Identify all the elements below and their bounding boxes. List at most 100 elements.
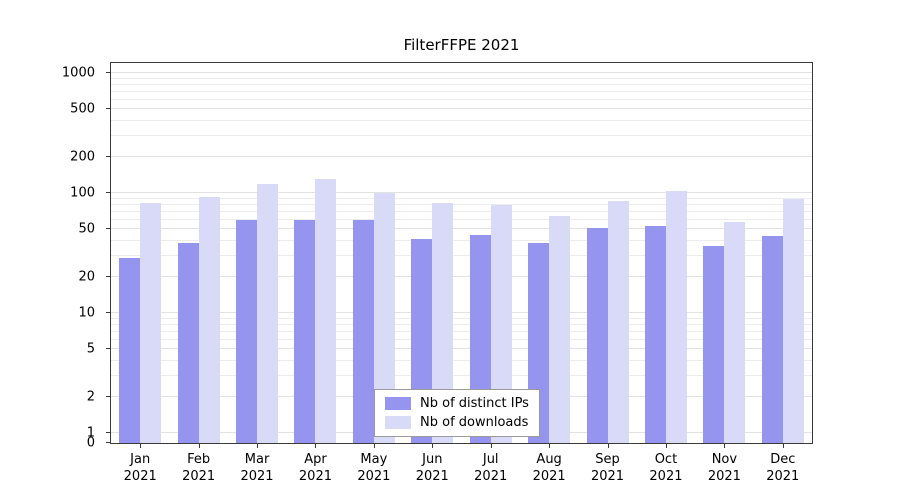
- bar-distinct-ips: [119, 257, 141, 443]
- bar-downloads: [782, 199, 804, 443]
- y-axis-tick-label: 100: [70, 185, 95, 201]
- gridline: [111, 239, 812, 241]
- bar-downloads: [257, 183, 279, 443]
- y-axis-tick-mark: [106, 442, 110, 443]
- x-axis-tick-mark: [607, 444, 609, 448]
- y-axis-tick-mark: [106, 72, 110, 73]
- legend-item-distinct-ips: Nb of distinct IPs: [385, 396, 529, 411]
- legend-swatch-downloads: [385, 416, 411, 429]
- gridline: [111, 218, 812, 220]
- x-axis-tick-mark: [198, 444, 200, 448]
- x-axis-tick-mark: [315, 444, 317, 448]
- gridline: [111, 210, 812, 212]
- bar-downloads: [373, 193, 395, 443]
- bar-downloads: [432, 203, 454, 443]
- x-axis-tick-label: Jan 2021: [123, 452, 157, 484]
- y-axis-tick-mark: [106, 155, 110, 157]
- gridline: [111, 108, 812, 110]
- y-axis-tick-mark: [106, 192, 110, 193]
- x-axis-tick-mark: [257, 444, 259, 448]
- gridline: [111, 323, 812, 325]
- x-axis-tick-label: Mar 2021: [240, 452, 274, 484]
- gridline: [111, 72, 812, 73]
- gridline: [111, 312, 812, 313]
- x-axis-tick-label: May 2021: [357, 452, 391, 484]
- gridline: [111, 275, 812, 277]
- bar-downloads: [315, 178, 337, 443]
- x-axis-tick-mark: [373, 444, 375, 448]
- chart-title: FilterFFPE 2021: [403, 36, 520, 54]
- gridline: [111, 192, 812, 193]
- x-axis-tick-label: Feb 2021: [182, 452, 216, 484]
- gridline: [111, 348, 812, 350]
- bar-distinct-ips: [236, 219, 258, 443]
- y-axis-tick-mark: [106, 348, 110, 350]
- y-axis-tick-label: 20: [78, 269, 95, 285]
- gridline: [111, 317, 812, 319]
- legend-label-distinct-ips: Nb of distinct IPs: [420, 396, 529, 411]
- bar-distinct-ips: [761, 235, 783, 443]
- gridline: [111, 197, 812, 199]
- y-axis-tick-label: 1000: [61, 65, 95, 81]
- bar-downloads: [140, 202, 162, 443]
- y-axis-tick-label: 500: [70, 101, 95, 117]
- legend: Nb of distinct IPs Nb of downloads: [374, 389, 540, 437]
- x-axis-tick-mark: [432, 444, 434, 448]
- x-axis-tick-mark: [140, 444, 142, 448]
- bar-distinct-ips: [294, 219, 316, 443]
- x-axis-tick-label: Apr 2021: [298, 452, 332, 484]
- y-axis-tick-mark: [106, 312, 110, 313]
- y-axis-tick-label: 200: [70, 149, 95, 165]
- y-axis-tick-label: 5: [86, 341, 95, 357]
- y-axis: 0 1 2 5 10 20 50 100 200 500 1000: [0, 63, 110, 450]
- x-axis-tick-mark: [490, 444, 492, 448]
- x-axis-tick-label: Oct 2021: [649, 452, 683, 484]
- gridline: [111, 90, 812, 92]
- bar-downloads: [490, 204, 512, 443]
- y-axis-tick-mark: [106, 432, 110, 433]
- bar-downloads: [607, 200, 629, 443]
- bar-distinct-ips: [177, 243, 199, 443]
- x-axis-tick-label: Sep 2021: [590, 452, 625, 484]
- gridline: [111, 254, 812, 256]
- gridline: [111, 338, 812, 340]
- y-axis-tick-mark: [106, 108, 110, 110]
- y-axis-tick-label: 0: [86, 435, 95, 451]
- plot-area: Nb of distinct IPs Nb of downloads: [110, 62, 813, 444]
- x-axis-tick-mark: [782, 444, 784, 448]
- gridline: [111, 228, 812, 230]
- x-axis: Jan 2021 Feb 2021 Mar 2021 Apr 2021 May 2021 Jun 20…: [111, 444, 812, 494]
- x-axis-tick-label: Nov 2021: [707, 452, 741, 484]
- y-axis-tick-label: 50: [78, 221, 95, 237]
- legend-label-downloads: Nb of downloads: [420, 415, 529, 430]
- gridline: [111, 374, 812, 376]
- bar-downloads: [724, 222, 746, 443]
- bar-downloads: [549, 216, 571, 443]
- bar-distinct-ips: [644, 226, 666, 443]
- gridline: [111, 359, 812, 361]
- legend-item-downloads: Nb of downloads: [385, 415, 529, 430]
- gridline: [111, 77, 812, 79]
- gridline: [111, 98, 812, 100]
- y-axis-tick-label: 10: [78, 305, 95, 321]
- x-axis-tick-label: Jun 2021: [415, 452, 449, 484]
- gridline: [111, 155, 812, 157]
- gridline: [111, 203, 812, 205]
- x-axis-tick-mark: [724, 444, 726, 448]
- bar-distinct-ips: [703, 246, 725, 443]
- gridline: [111, 83, 812, 85]
- x-axis-tick-mark: [549, 444, 551, 448]
- y-axis-tick-mark: [106, 275, 110, 277]
- legend-swatch-distinct-ips: [385, 397, 411, 410]
- bar-distinct-ips: [586, 228, 608, 443]
- gridline: [111, 330, 812, 332]
- gridline: [111, 119, 812, 121]
- y-axis-tick-label: 1: [86, 425, 95, 441]
- x-axis-tick-label: Jul 2021: [474, 452, 508, 484]
- x-axis-tick-mark: [665, 444, 667, 448]
- bar-distinct-ips: [352, 219, 374, 443]
- y-axis-tick-mark: [106, 228, 110, 230]
- x-axis-tick-label: Dec 2021: [766, 452, 800, 484]
- y-axis-tick-mark: [106, 395, 110, 397]
